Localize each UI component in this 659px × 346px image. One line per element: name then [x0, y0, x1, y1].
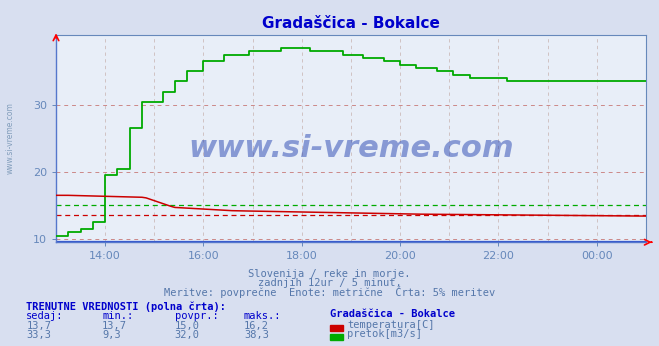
- Text: 32,0: 32,0: [175, 330, 200, 340]
- Text: 9,3: 9,3: [102, 330, 121, 340]
- Text: TRENUTNE VREDNOSTI (polna črta):: TRENUTNE VREDNOSTI (polna črta):: [26, 301, 226, 312]
- Text: povpr.:: povpr.:: [175, 311, 218, 321]
- Title: Gradaščica - Bokalce: Gradaščica - Bokalce: [262, 16, 440, 31]
- Text: 33,3: 33,3: [26, 330, 51, 340]
- Text: min.:: min.:: [102, 311, 133, 321]
- Text: www.si-vreme.com: www.si-vreme.com: [188, 134, 514, 163]
- Text: www.si-vreme.com: www.si-vreme.com: [5, 102, 14, 174]
- Text: 13,7: 13,7: [26, 321, 51, 331]
- Text: 16,2: 16,2: [244, 321, 269, 331]
- Text: pretok[m3/s]: pretok[m3/s]: [347, 329, 422, 339]
- Text: temperatura[C]: temperatura[C]: [347, 320, 435, 330]
- Text: 38,3: 38,3: [244, 330, 269, 340]
- Text: 15,0: 15,0: [175, 321, 200, 331]
- Text: maks.:: maks.:: [244, 311, 281, 321]
- Text: Slovenija / reke in morje.: Slovenija / reke in morje.: [248, 269, 411, 279]
- Text: sedaj:: sedaj:: [26, 311, 64, 321]
- Text: Meritve: povprečne  Enote: metrične  Črta: 5% meritev: Meritve: povprečne Enote: metrične Črta:…: [164, 286, 495, 298]
- Text: zadnjih 12ur / 5 minut.: zadnjih 12ur / 5 minut.: [258, 279, 401, 289]
- Text: 13,7: 13,7: [102, 321, 127, 331]
- Text: Gradaščica - Bokalce: Gradaščica - Bokalce: [330, 309, 455, 319]
